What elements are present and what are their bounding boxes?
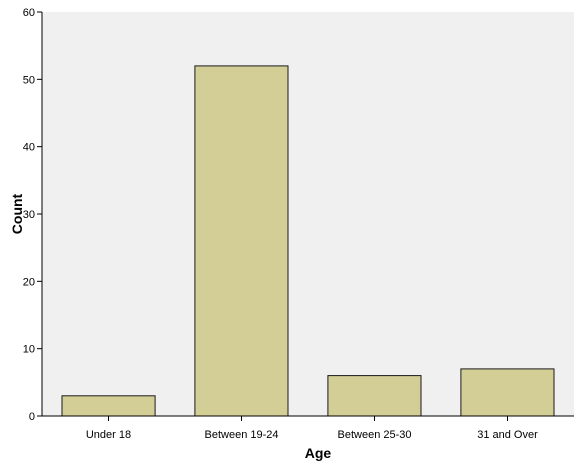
y-tick-label: 50 [23, 74, 35, 86]
x-tick-label: Under 18 [86, 429, 131, 441]
x-tick-label: Between 25-30 [338, 429, 412, 441]
bar-3 [460, 368, 555, 417]
x-axis-ticks: Under 18 Between 19-24 Between 25-30 31 and… [86, 416, 538, 441]
bar-0 [61, 395, 156, 417]
y-tick-label: 10 [23, 344, 35, 356]
y-tick-label: 40 [23, 142, 35, 154]
y-axis-title: Count [9, 193, 25, 234]
plot-area [42, 12, 574, 416]
x-axis-title: Age [305, 445, 332, 461]
y-tick-label: 30 [23, 209, 35, 221]
bar-2 [327, 375, 422, 417]
y-axis-ticks: 0 10 20 30 40 50 60 [23, 7, 42, 423]
y-tick-label: 60 [23, 7, 35, 19]
y-tick-label: 20 [23, 276, 35, 288]
bar-1 [194, 65, 289, 417]
bars [61, 65, 555, 417]
x-tick-label: Between 19-24 [205, 429, 279, 441]
y-tick-label: 0 [29, 411, 35, 423]
x-tick-label: 31 and Over [477, 429, 538, 441]
